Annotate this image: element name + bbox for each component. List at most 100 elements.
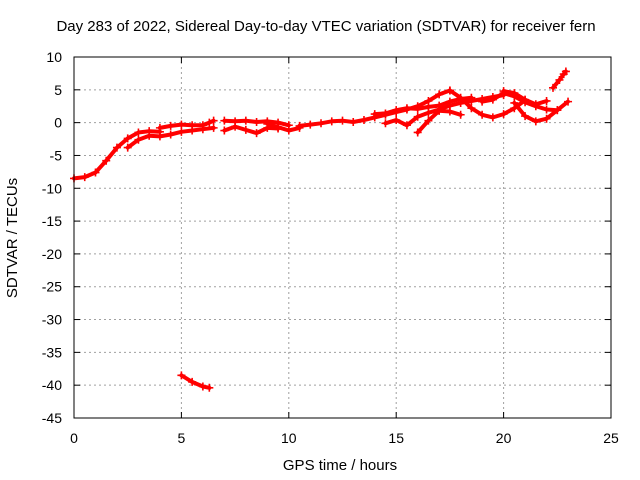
data-point — [177, 120, 186, 129]
data-point — [155, 123, 164, 132]
data-point — [435, 106, 444, 115]
y-tick-label: -5 — [50, 147, 63, 163]
data-point — [499, 110, 508, 119]
data-point — [531, 100, 540, 109]
data-point — [123, 134, 132, 143]
data-point — [177, 127, 186, 136]
data-point — [155, 132, 164, 141]
data-point — [166, 121, 175, 130]
y-tick-label: -25 — [42, 279, 62, 295]
data-point — [205, 118, 214, 127]
data-point — [263, 119, 272, 128]
data-point — [424, 108, 433, 117]
plot-frame — [73, 56, 612, 419]
data-point — [413, 104, 422, 113]
data-point — [274, 123, 283, 132]
data-point — [381, 119, 390, 128]
y-tick-label: -40 — [42, 377, 62, 393]
data-point — [209, 123, 218, 132]
series-track-4 — [177, 371, 214, 392]
data-point — [198, 121, 207, 130]
data-point — [349, 117, 358, 126]
data-point — [370, 110, 379, 119]
data-point — [488, 113, 497, 122]
y-tick-label: -10 — [42, 180, 62, 196]
data-point — [542, 114, 551, 123]
data-point — [456, 98, 465, 107]
data-point — [188, 377, 197, 386]
data-point — [327, 117, 336, 126]
x-tick-label: 10 — [281, 430, 297, 446]
y-tick-label: -20 — [42, 246, 62, 262]
data-point — [424, 116, 433, 125]
tick-layer: 0 5 10 15 20 25 10 5 0 -5 -10 -15 -20 -25 -30 -35 -40 -45 — [42, 49, 619, 446]
x-axis-label: GPS time / hours — [283, 457, 397, 474]
data-point — [198, 382, 207, 391]
data-point — [134, 128, 143, 137]
data-point — [91, 168, 100, 177]
data-point — [145, 131, 154, 140]
data-point — [241, 116, 250, 125]
chart-title: Day 283 of 2022, Sidereal Day-to-day VTE… — [56, 18, 595, 35]
data-point — [252, 117, 261, 126]
y-tick-label: -30 — [42, 312, 62, 328]
data-point — [123, 143, 132, 152]
data-point — [166, 130, 175, 139]
x-tick-label: 20 — [496, 430, 512, 446]
data-point — [555, 75, 564, 84]
data-point — [561, 67, 570, 76]
data-point — [478, 110, 487, 119]
data-point — [295, 121, 304, 130]
y-axis-label: SDTVAR / TECUs — [4, 178, 21, 298]
data-point — [402, 121, 411, 130]
data-point — [317, 119, 326, 128]
series-line — [551, 69, 568, 90]
series-track-2 — [123, 123, 218, 152]
data-point — [338, 116, 347, 125]
series-track-16 — [549, 67, 570, 92]
y-tick-label: 5 — [54, 82, 62, 98]
data-point — [402, 104, 411, 113]
y-tick-label: 0 — [54, 115, 62, 131]
data-point — [435, 90, 444, 99]
data-point — [499, 87, 508, 96]
y-tick-label: -35 — [42, 344, 62, 360]
data-point — [381, 109, 390, 118]
data-point — [112, 143, 121, 152]
x-tick-label: 0 — [70, 430, 78, 446]
series-track-12 — [413, 106, 465, 137]
y-tick-label: 10 — [46, 49, 62, 65]
data-point — [510, 89, 519, 98]
data-point — [220, 116, 229, 125]
data-point — [209, 116, 218, 125]
grid-layer — [74, 57, 611, 418]
data-point — [188, 121, 197, 130]
data-point — [488, 95, 497, 104]
data-point — [531, 117, 540, 126]
x-tick-label: 15 — [388, 430, 404, 446]
data-point — [467, 104, 476, 113]
data-point — [134, 135, 143, 144]
series-track-15 — [499, 87, 551, 109]
data-layer — [70, 67, 573, 392]
data-point — [542, 96, 551, 105]
series-track-3 — [155, 116, 218, 132]
data-point — [102, 156, 111, 165]
y-tick-label: -45 — [42, 410, 62, 426]
data-point — [177, 371, 186, 380]
data-point — [445, 86, 454, 95]
y-tick-label: -15 — [42, 213, 62, 229]
data-point — [413, 128, 422, 137]
data-point — [521, 112, 530, 121]
series-line — [265, 121, 302, 133]
data-point — [521, 95, 530, 104]
data-point — [478, 97, 487, 106]
x-tick-label: 5 — [178, 430, 186, 446]
data-point — [456, 110, 465, 119]
data-point — [542, 105, 551, 114]
data-point — [392, 106, 401, 115]
data-point — [220, 126, 229, 135]
data-point — [553, 106, 562, 115]
